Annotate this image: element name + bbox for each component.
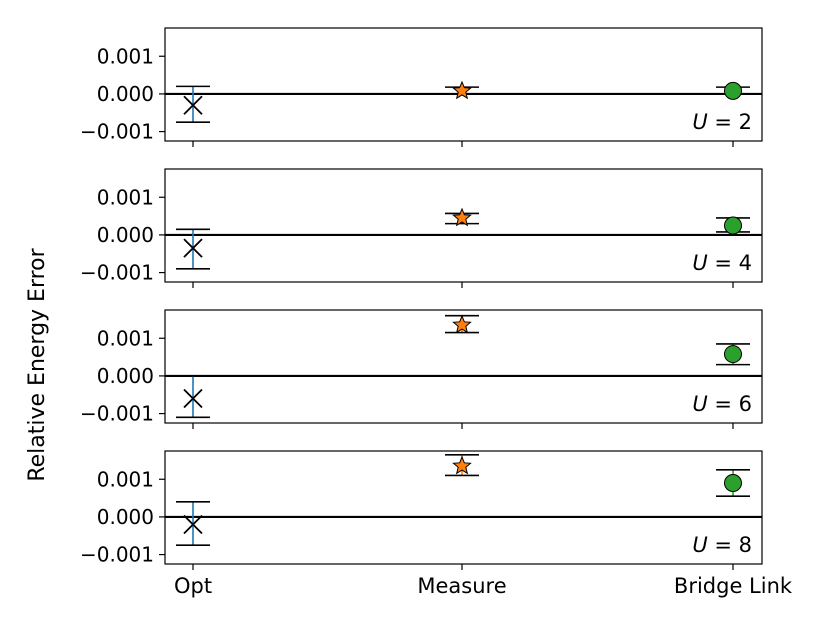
point-opt bbox=[176, 85, 210, 123]
point-bridge-link bbox=[716, 469, 750, 498]
point-measure bbox=[445, 80, 479, 100]
marker-x bbox=[183, 238, 203, 258]
point-opt bbox=[176, 501, 210, 546]
marker-circle bbox=[724, 81, 742, 100]
panel-label-variable: U bbox=[692, 392, 707, 416]
y-tick-label: 0.001 bbox=[97, 467, 154, 491]
y-tick-label: −0.001 bbox=[80, 402, 154, 426]
point-opt bbox=[176, 375, 210, 419]
marker-star bbox=[452, 314, 472, 334]
y-tick-label: −0.001 bbox=[80, 261, 154, 285]
point-opt bbox=[176, 228, 210, 270]
x-tick-label: Opt bbox=[174, 574, 212, 598]
point-measure bbox=[445, 314, 479, 334]
y-tick-label: −0.001 bbox=[80, 543, 154, 567]
x-tick-label: Bridge Link bbox=[674, 574, 793, 598]
point-bridge-link bbox=[716, 216, 750, 235]
y-tick-label: 0.001 bbox=[97, 326, 154, 350]
panel-label: U = 6 bbox=[692, 392, 752, 416]
marker-x bbox=[183, 514, 203, 535]
panel-label-value: = 6 bbox=[708, 392, 752, 416]
y-tick-label: 0.000 bbox=[97, 364, 154, 388]
marker-star bbox=[452, 455, 472, 475]
point-measure bbox=[445, 453, 479, 477]
marker-x bbox=[183, 388, 203, 409]
point-bridge-link bbox=[716, 343, 750, 366]
y-tick-label: −0.001 bbox=[80, 120, 154, 144]
marker-circle bbox=[724, 345, 742, 364]
y-tick-label: 0.000 bbox=[97, 505, 154, 529]
panel-label: U = 4 bbox=[692, 251, 752, 275]
panel-label-variable: U bbox=[692, 533, 707, 557]
panel-u-6: 0.001 0.000 −0.001 U = 6 bbox=[80, 309, 763, 429]
panel-frame bbox=[164, 27, 763, 142]
panel-frame bbox=[164, 168, 763, 283]
y-axis-label: Relative Energy Error bbox=[25, 247, 50, 481]
panel-label-variable: U bbox=[692, 110, 707, 134]
x-tick-label: Measure bbox=[417, 574, 506, 598]
y-tick-label: 0.000 bbox=[97, 82, 154, 106]
panel-label-value: = 4 bbox=[708, 251, 752, 275]
marker-circle bbox=[724, 474, 742, 493]
panel-label-value: = 2 bbox=[708, 110, 752, 134]
x-tick-labels: Opt Measure Bridge Link bbox=[174, 574, 793, 598]
panel-u-8: 0.001 0.000 −0.001 U = 8 bbox=[80, 450, 763, 570]
marker-x bbox=[183, 95, 203, 115]
point-measure bbox=[445, 207, 479, 227]
y-tick-label: 0.001 bbox=[97, 185, 154, 209]
marker-star bbox=[452, 207, 472, 227]
y-tick-label: 0.000 bbox=[97, 223, 154, 247]
panel-frame bbox=[164, 309, 763, 424]
panels: 0.001 0.000 −0.001 U = 2 0.001 0.000 −0.001 U =… bbox=[80, 27, 763, 570]
panel-u-4: 0.001 0.000 −0.001 U = 4 bbox=[80, 168, 763, 288]
marker-circle bbox=[724, 216, 742, 235]
panel-label-value: = 8 bbox=[708, 533, 752, 557]
panel-u-2: 0.001 0.000 −0.001 U = 2 bbox=[80, 27, 763, 147]
y-tick-label: 0.001 bbox=[97, 44, 154, 68]
panel-frame bbox=[164, 450, 763, 565]
panel-label: U = 2 bbox=[692, 110, 752, 134]
panel-label: U = 8 bbox=[692, 533, 752, 557]
panel-label-variable: U bbox=[692, 251, 707, 275]
marker-star bbox=[452, 80, 472, 100]
point-bridge-link bbox=[716, 81, 750, 100]
